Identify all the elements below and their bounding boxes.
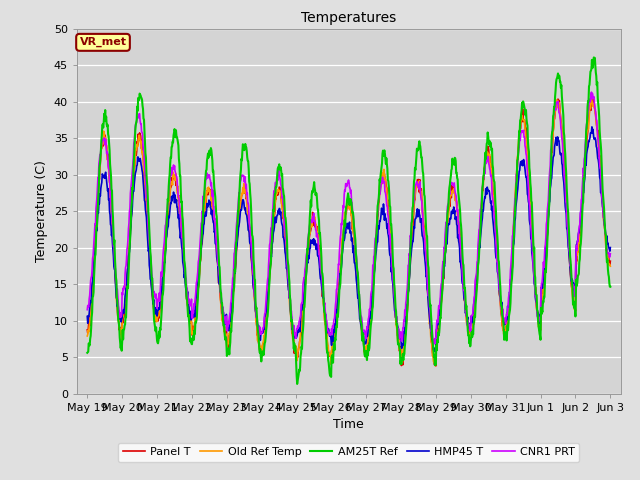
Line: CNR1 PRT: CNR1 PRT (87, 92, 611, 345)
AM25T Ref (83, 350, 91, 356)
Panel T (462, 307, 470, 312)
CNR1 PRT (588, 89, 595, 95)
HMP45 T (588, 124, 596, 130)
Line: HMP45 T: HMP45 T (87, 127, 611, 352)
Old Ref Temp (152, 318, 159, 324)
CNR1 PRT (278, 189, 285, 195)
Panel T (222, 335, 230, 341)
X-axis label: Time: Time (333, 418, 364, 431)
CNR1 PRT (607, 251, 614, 257)
Panel T (278, 201, 285, 206)
Old Ref Temp (588, 96, 595, 102)
CNR1 PRT (83, 307, 91, 312)
Panel T (607, 258, 614, 264)
HMP45 T (462, 309, 470, 315)
Panel T (83, 327, 91, 333)
HMP45 T (432, 349, 440, 355)
AM25T Ref (278, 173, 285, 179)
Panel T (353, 276, 361, 281)
Line: Old Ref Temp: Old Ref Temp (87, 99, 611, 366)
AM25T Ref (462, 306, 470, 312)
Panel T (152, 315, 159, 321)
AM25T Ref (354, 270, 362, 276)
Line: AM25T Ref: AM25T Ref (87, 58, 611, 384)
Old Ref Temp (83, 333, 91, 339)
CNR1 PRT (353, 269, 361, 275)
CNR1 PRT (462, 309, 470, 315)
AM25T Ref (222, 334, 230, 340)
HMP45 T (607, 245, 614, 251)
HMP45 T (573, 242, 580, 248)
Panel T (589, 96, 597, 101)
Text: VR_met: VR_met (79, 37, 127, 48)
HMP45 T (222, 317, 230, 323)
HMP45 T (152, 305, 159, 311)
AM25T Ref (573, 283, 580, 288)
Old Ref Temp (431, 363, 439, 369)
HMP45 T (83, 313, 91, 319)
Panel T (432, 363, 440, 369)
CNR1 PRT (573, 248, 580, 253)
CNR1 PRT (222, 320, 230, 325)
Old Ref Temp (222, 334, 230, 339)
Legend: Panel T, Old Ref Temp, AM25T Ref, HMP45 T, CNR1 PRT: Panel T, Old Ref Temp, AM25T Ref, HMP45 … (118, 443, 579, 462)
Old Ref Temp (607, 264, 614, 269)
AM25T Ref (607, 284, 614, 289)
HMP45 T (353, 288, 361, 294)
Panel T (573, 258, 580, 264)
AM25T Ref (152, 328, 159, 334)
Old Ref Temp (278, 201, 285, 207)
CNR1 PRT (152, 295, 159, 300)
Line: Panel T: Panel T (87, 98, 611, 366)
Title: Temperatures: Temperatures (301, 11, 396, 25)
Old Ref Temp (573, 250, 580, 255)
AM25T Ref (590, 55, 598, 60)
Old Ref Temp (462, 312, 470, 318)
HMP45 T (278, 220, 285, 226)
AM25T Ref (293, 381, 301, 387)
Old Ref Temp (353, 276, 361, 282)
Y-axis label: Temperature (C): Temperature (C) (35, 160, 48, 262)
CNR1 PRT (429, 342, 437, 348)
